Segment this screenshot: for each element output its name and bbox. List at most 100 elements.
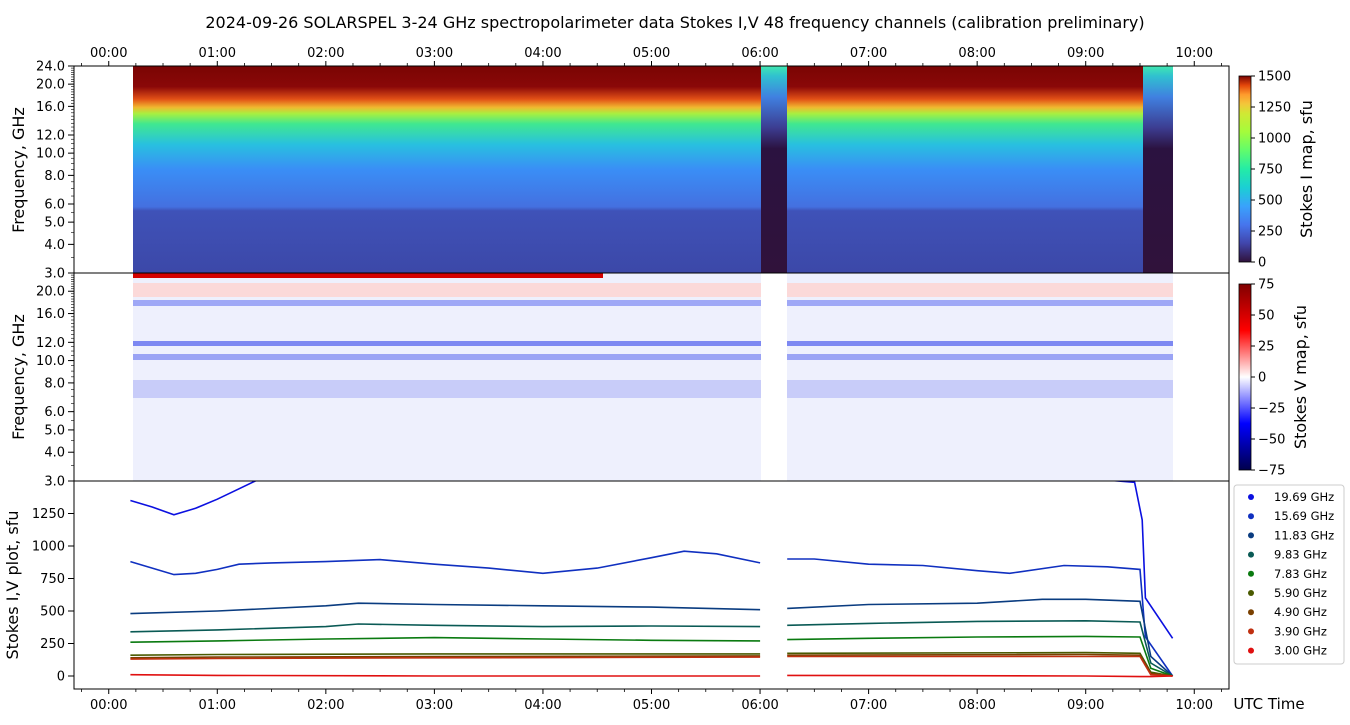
stokes-i-map-gap — [761, 66, 787, 273]
series-line — [787, 619, 1174, 677]
legend-label: 19.69 GHz — [1274, 490, 1334, 504]
legend-marker — [1248, 570, 1254, 577]
legend-marker — [1248, 513, 1254, 520]
legend-label: 5.90 GHz — [1274, 586, 1327, 600]
stokes-v-colorbar: −75 −50 −25 0 25 50 75 Stokes V map, sfu — [1238, 278, 1310, 479]
legend-marker — [1248, 647, 1254, 654]
frequency-tick-label: 5.0 — [44, 216, 65, 231]
stokes-i-map-data — [787, 66, 1143, 273]
colorbar-tick-label: 1250 — [1258, 101, 1291, 116]
top-time-tick-label: 09:00 — [1067, 46, 1104, 61]
colorbar-tick-label: 75 — [1258, 278, 1275, 293]
stokes-v-red-band — [133, 273, 603, 278]
top-time-tick-label: 05:00 — [633, 46, 670, 61]
colorbar-tick-label: 0 — [1258, 371, 1266, 386]
plot-y-tick-label: 250 — [40, 637, 65, 652]
legend-marker — [1248, 551, 1254, 558]
colorbar-tick-label: −25 — [1258, 402, 1285, 417]
plot-y-tick-label: 750 — [40, 572, 65, 587]
series-line — [130, 623, 761, 633]
legend-marker — [1248, 494, 1254, 500]
colorbar-tick-label: 1500 — [1258, 70, 1291, 85]
stokes-v-map-gap — [761, 273, 787, 481]
stokes-v-frequency-ticks: 3.0 4.0 5.0 6.0 8.0 10.0 12.0 16.0 20.0 — [36, 272, 74, 490]
top-time-tick-label: 08:00 — [958, 46, 995, 61]
frequency-tick-label: 20.0 — [36, 78, 65, 93]
stokes-v-ylabel: Frequency, GHz — [9, 314, 28, 440]
frequency-tick-label: 16.0 — [36, 100, 65, 115]
stokes-plot-series — [130, 481, 1174, 678]
stokes-v-blue-band — [133, 354, 1173, 360]
frequency-tick-label: 6.0 — [44, 198, 65, 213]
stokes-plot-ylabel: Stokes I,V plot, sfu — [3, 511, 22, 660]
legend-label: 3.00 GHz — [1274, 644, 1327, 658]
stokes-i-colorbar: 0 250 500 750 1000 1250 1500 Stokes I map, sfu — [1238, 70, 1316, 271]
bottom-time-tick-label: 00:00 — [90, 698, 127, 713]
series-line — [787, 651, 1173, 677]
frequency-tick-label: 10.0 — [36, 147, 65, 162]
series-line — [130, 550, 761, 576]
figure-title: 2024-09-26 SOLARSPEL 3-24 GHz spectropol… — [205, 13, 1144, 32]
top-time-tick-label: 07:00 — [850, 46, 887, 61]
frequency-tick-label: 8.0 — [44, 169, 65, 184]
legend-label: 15.69 GHz — [1274, 509, 1334, 523]
series-line — [130, 656, 761, 660]
frequency-tick-label: 8.0 — [44, 376, 65, 391]
top-time-tick-label: 03:00 — [416, 46, 453, 61]
series-line — [130, 655, 761, 659]
stokes-i-colorbar-ramp — [1238, 75, 1252, 263]
bottom-time-tick-label: 10:00 — [1176, 698, 1213, 713]
stokes-i-map-tail — [1143, 66, 1173, 273]
legend-label: 3.90 GHz — [1274, 624, 1327, 638]
stokes-v-panel: 3.0 4.0 5.0 6.0 8.0 10.0 12.0 16.0 20.0 Frequenc… — [9, 272, 1230, 490]
plot-y-tick-label: 500 — [40, 605, 65, 620]
stokes-i-colorbar-ticks: 0 250 500 750 1000 1250 1500 — [1251, 70, 1291, 271]
bottom-time-tick-label: 05:00 — [633, 698, 670, 713]
series-line — [787, 598, 1174, 677]
colorbar-tick-label: 750 — [1258, 163, 1283, 178]
legend-box — [1233, 484, 1345, 665]
frequency-tick-label: 16.0 — [36, 307, 65, 322]
plot-y-tick-label: 1000 — [32, 540, 65, 555]
frequency-tick-label: 3.0 — [44, 267, 65, 282]
bottom-time-tick-label: 09:00 — [1067, 698, 1104, 713]
stokes-i-ylabel: Frequency, GHz — [9, 107, 28, 233]
frequency-tick-label: 4.0 — [44, 446, 65, 461]
stokes-i-panel: 3.0 4.0 5.0 6.0 8.0 10.0 12.0 16.0 20.0 24.0 Freq… — [9, 46, 1230, 282]
bottom-time-ticks: 00:00 01:00 02:00 03:00 04:00 05:00 06:00 07:00… — [81, 689, 1222, 713]
bottom-time-tick-label: 07:00 — [850, 698, 887, 713]
bottom-time-tick-label: 06:00 — [741, 698, 778, 713]
top-time-tick-label: 10:00 — [1176, 46, 1213, 61]
colorbar-tick-label: 1000 — [1258, 132, 1291, 147]
plot-y-tick-label: 1250 — [32, 507, 65, 522]
colorbar-tick-label: 50 — [1258, 309, 1275, 324]
stokes-v-blue-band — [133, 300, 1173, 306]
frequency-tick-label: 3.0 — [44, 475, 65, 490]
series-line — [787, 558, 1174, 677]
colorbar-tick-label: −50 — [1258, 433, 1285, 448]
stokes-v-blue-band — [133, 380, 1173, 398]
stokes-v-blue-band — [133, 341, 1173, 346]
colorbar-tick-label: 500 — [1258, 194, 1283, 209]
bottom-time-tick-label: 01:00 — [199, 698, 236, 713]
colorbar-tick-label: 25 — [1258, 340, 1275, 355]
series-line — [1108, 481, 1174, 639]
x-axis-label: UTC Time — [1233, 695, 1304, 713]
series-line — [130, 602, 761, 615]
colorbar-tick-label: 0 — [1258, 256, 1266, 271]
series-line — [130, 653, 761, 656]
top-time-tick-label: 04:00 — [524, 46, 561, 61]
colorbar-tick-label: 250 — [1258, 225, 1283, 240]
stokes-i-frequency-ticks: 3.0 4.0 5.0 6.0 8.0 10.0 12.0 16.0 20.0 24.0 — [36, 60, 74, 282]
bottom-time-tick-label: 04:00 — [524, 698, 561, 713]
stokes-v-colorbar-ticks: −75 −50 −25 0 25 50 75 — [1251, 278, 1285, 479]
stokes-v-pink-band — [133, 283, 1173, 297]
legend-label: 7.83 GHz — [1274, 567, 1327, 581]
legend-marker — [1248, 532, 1254, 539]
frequency-tick-label: 4.0 — [44, 238, 65, 253]
legend-marker — [1248, 590, 1254, 596]
series-line — [787, 653, 1173, 677]
top-time-ticks: 00:00 01:00 02:00 03:00 04:00 05:00 06:00 07:00… — [81, 46, 1222, 66]
